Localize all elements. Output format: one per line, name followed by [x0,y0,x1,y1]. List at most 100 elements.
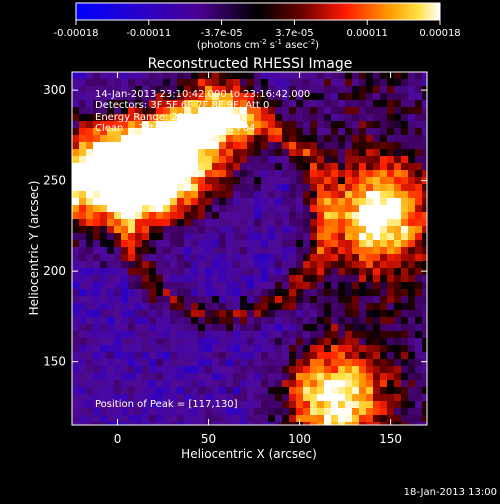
heatmap-cell [170,114,177,121]
heatmap-cell [268,282,275,289]
heatmap-cell [177,142,184,149]
heatmap-cell [394,93,401,100]
heatmap-cell [422,373,427,380]
heatmap-cell [247,254,254,261]
heatmap-cell [170,170,177,177]
heatmap-cell [373,373,380,380]
heatmap-cell [100,275,107,282]
heatmap-cell [163,324,170,331]
heatmap-cell [401,394,408,401]
heatmap-cell [128,289,135,296]
heatmap-cell [107,72,114,79]
heatmap-cell [114,310,121,317]
heatmap-cell [254,156,261,163]
heatmap-cell [107,170,114,177]
heatmap-cell [282,254,289,261]
heatmap-cell [268,114,275,121]
heatmap-cell [128,86,135,93]
heatmap-cell [352,170,359,177]
heatmap-cell [107,387,114,394]
heatmap-cell [345,415,352,422]
heatmap-cell [408,303,415,310]
heatmap-cell [331,261,338,268]
heatmap-cell [233,205,240,212]
heatmap-cell [100,303,107,310]
heatmap-cell [212,345,219,352]
heatmap-cell [268,86,275,93]
heatmap-cell [121,114,128,121]
heatmap-cell [254,184,261,191]
heatmap-cell [198,184,205,191]
heatmap-cell [275,247,282,254]
colorbar: -0.00018 -0.00011 -3.7e-05 3.7e-05 0.00011 0.… [54,2,461,51]
heatmap-cell [226,205,233,212]
heatmap-cell [184,247,191,254]
heatmap-cell [240,79,247,86]
heatmap-cell [331,352,338,359]
heatmap-cell [380,401,387,408]
heatmap-cell [317,282,324,289]
heatmap-cell [261,359,268,366]
heatmap-cell [282,275,289,282]
heatmap-cell [422,114,427,121]
heatmap-cell [142,184,149,191]
heatmap-cell [240,310,247,317]
heatmap-cell [191,254,198,261]
heatmap-cell [114,275,121,282]
heatmap-cell [345,380,352,387]
heatmap-cell [170,233,177,240]
heatmap-cell [142,79,149,86]
heatmap-cell [401,128,408,135]
heatmap-cell [93,114,100,121]
heatmap-cell [338,114,345,121]
heatmap-cell [303,135,310,142]
heatmap-cell [149,79,156,86]
heatmap-cell [345,86,352,93]
heatmap-cell [184,373,191,380]
heatmap-cell [401,191,408,198]
heatmap-cell [408,128,415,135]
heatmap-cell [254,240,261,247]
heatmap-cell [415,317,422,324]
heatmap-cell [142,380,149,387]
heatmap-cell [142,359,149,366]
heatmap-cell [79,247,86,254]
heatmap-cell [72,184,79,191]
heatmap-cell [289,142,296,149]
heatmap-cell [163,128,170,135]
heatmap-cell [128,338,135,345]
heatmap-cell [142,72,149,79]
heatmap-cell [205,156,212,163]
x-axis-ticks: 0 50 100 150 [114,72,402,446]
heatmap-cell [79,394,86,401]
heatmap-cell [177,394,184,401]
heatmap-cell [100,219,107,226]
heatmap-cell [352,198,359,205]
heatmap-cell [135,107,142,114]
heatmap-cell [86,100,93,107]
heatmap-cell [289,331,296,338]
heatmap-cell [303,408,310,415]
heatmap-cell [317,219,324,226]
heatmap-cell [142,261,149,268]
heatmap-cell [373,156,380,163]
heatmap-cell [387,261,394,268]
heatmap-cell [331,86,338,93]
heatmap-cell [380,303,387,310]
heatmap-cell [135,352,142,359]
heatmap-cell [93,177,100,184]
heatmap-cell [247,345,254,352]
heatmap-cell [100,296,107,303]
heatmap-cell [261,338,268,345]
heatmap-cell [289,261,296,268]
heatmap-cell [282,373,289,380]
heatmap-cell [156,198,163,205]
heatmap-cell [233,212,240,219]
heatmap-cell [163,156,170,163]
heatmap-cell [373,205,380,212]
heatmap-cell [114,205,121,212]
heatmap-cell [324,345,331,352]
heatmap-cell [359,387,366,394]
heatmap-cell [100,198,107,205]
heatmap-cell [282,198,289,205]
